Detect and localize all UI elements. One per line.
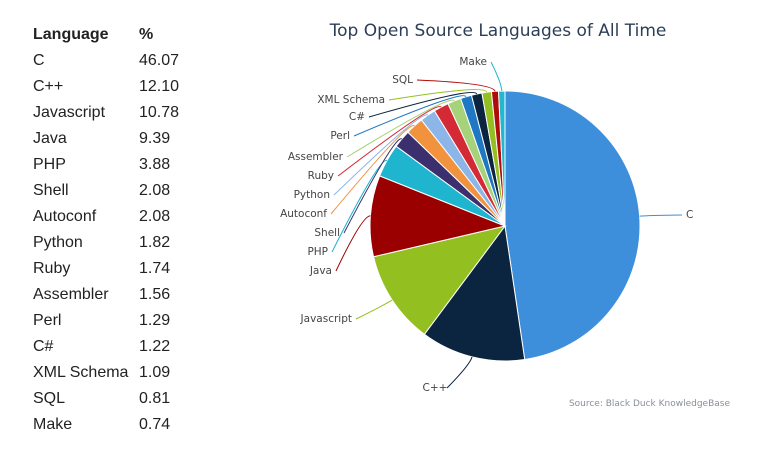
leader-line	[416, 79, 496, 92]
pie-slice-c-	[423, 224, 526, 362]
row-percent: 2.08	[139, 182, 171, 199]
pie-slice-java	[369, 175, 507, 258]
slice-label: C#	[349, 111, 365, 123]
slice-label: Autoconf	[280, 208, 327, 220]
slice-label: Make	[459, 56, 487, 68]
row-percent: 3.88	[139, 156, 171, 173]
leader-line	[639, 214, 683, 217]
table-row: XML Schema 1.09	[33, 360, 273, 386]
leader-line	[368, 91, 478, 118]
table-row: C++ 12.10	[33, 74, 273, 100]
table-row: Shell 2.08	[33, 178, 273, 204]
table-row: Ruby 1.74	[33, 256, 273, 282]
row-language: C++	[33, 78, 64, 95]
row-language: Java	[33, 130, 67, 147]
slice-label: Ruby	[308, 170, 334, 182]
row-percent: 0.81	[139, 390, 171, 407]
chart-title: Top Open Source Languages of All Time	[329, 21, 667, 41]
row-percent: 1.56	[139, 286, 171, 303]
table-row: C 46.07	[33, 48, 273, 74]
table-row: PHP 3.88	[33, 152, 273, 178]
row-percent: 2.08	[139, 208, 171, 225]
row-percent: 46.07	[139, 52, 180, 69]
slice-label: C	[686, 209, 693, 221]
slice-label: PHP	[307, 246, 328, 258]
table-header: Language %	[33, 22, 273, 48]
pie-slices	[369, 90, 641, 362]
row-language: Autoconf	[33, 208, 97, 225]
table-row: Perl 1.29	[33, 308, 273, 334]
table-row: Javascript 10.78	[33, 100, 273, 126]
row-language: Javascript	[33, 104, 106, 121]
leader-line	[490, 61, 503, 92]
slice-labels: C C++ Javascript Java PHP Shell Autoconf Python…	[280, 56, 693, 394]
row-percent: 1.74	[139, 260, 171, 277]
leader-line	[343, 138, 403, 234]
slice-label: Perl	[330, 130, 350, 142]
header-percent: %	[139, 26, 154, 43]
language-table: Language % C 46.07 C++ 12.10 Javascript 10.78…	[33, 22, 273, 438]
table-row: SQL 0.81	[33, 386, 273, 412]
pie-slice-c	[504, 90, 641, 361]
row-language: PHP	[33, 156, 66, 173]
slice-label: SQL	[392, 74, 413, 86]
row-language: Assembler	[33, 286, 109, 303]
header-language: Language	[33, 26, 109, 43]
leader-line	[330, 125, 415, 215]
slice-label: XML Schema	[317, 94, 385, 106]
row-language: XML Schema	[33, 364, 129, 381]
table-row: Autoconf 2.08	[33, 204, 273, 230]
leader-line	[337, 105, 442, 177]
slice-label: Javascript	[300, 313, 352, 325]
leader-line	[335, 215, 371, 272]
leader-lines	[330, 61, 683, 389]
slice-label: Java	[309, 265, 332, 277]
row-percent: 0.74	[139, 416, 171, 433]
row-percent: 10.78	[139, 104, 180, 121]
row-percent: 12.10	[139, 78, 180, 95]
slice-label: Shell	[314, 227, 340, 239]
table-body: C 46.07 C++ 12.10 Javascript 10.78 Java 9.39 PHP…	[33, 48, 273, 438]
row-language: C	[33, 52, 45, 69]
row-language: Perl	[33, 312, 62, 329]
chart-source: Source: Black Duck KnowledgeBase	[569, 399, 731, 409]
row-language: Make	[33, 416, 73, 433]
row-percent: 1.82	[139, 234, 171, 251]
row-percent: 9.39	[139, 130, 171, 147]
slice-label: Assembler	[288, 151, 344, 163]
row-language: C#	[33, 338, 54, 355]
leader-line	[346, 99, 455, 158]
table-row: Assembler 1.56	[33, 282, 273, 308]
leader-line	[333, 114, 429, 196]
row-percent: 1.09	[139, 364, 171, 381]
slice-label: C++	[423, 382, 448, 394]
row-language: Shell	[33, 182, 69, 199]
table-row: Make 0.74	[33, 412, 273, 438]
table-row: Java 9.39	[33, 126, 273, 152]
leader-line	[355, 299, 393, 320]
slice-label: Python	[294, 189, 330, 201]
leader-line	[353, 95, 467, 137]
leader-line	[446, 356, 473, 389]
pie-slice-make	[497, 90, 506, 227]
table-row: Python 1.82	[33, 230, 273, 256]
row-percent: 1.29	[139, 312, 171, 329]
row-language: Python	[33, 234, 83, 251]
row-percent: 1.22	[139, 338, 171, 355]
leader-line	[388, 89, 488, 101]
table-row: C# 1.22	[33, 334, 273, 360]
row-language: Ruby	[33, 260, 71, 277]
row-language: SQL	[33, 390, 66, 407]
leader-line	[331, 159, 388, 253]
